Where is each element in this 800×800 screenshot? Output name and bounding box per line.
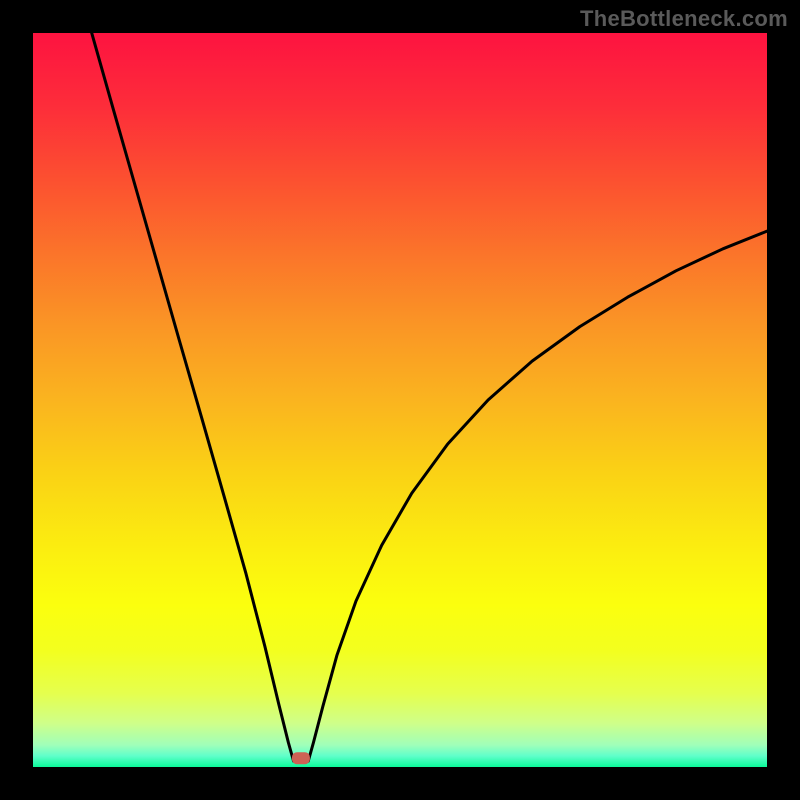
watermark-text: TheBottleneck.com — [580, 6, 788, 32]
gradient-background — [33, 33, 767, 767]
optimal-point-marker — [292, 752, 310, 764]
bottleneck-chart — [0, 0, 800, 800]
chart-container: TheBottleneck.com — [0, 0, 800, 800]
